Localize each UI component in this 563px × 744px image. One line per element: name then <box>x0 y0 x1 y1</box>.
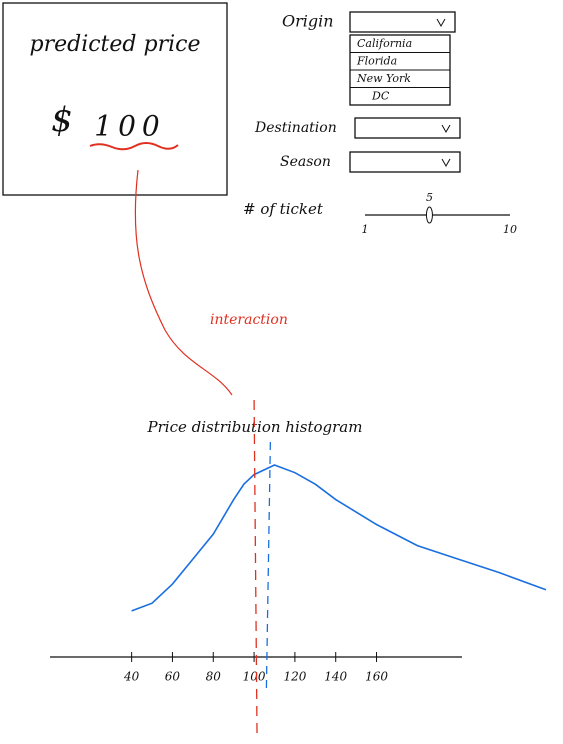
prediction-title: predicted price <box>30 32 201 57</box>
chevron <box>441 124 451 134</box>
slider-value: 5 <box>426 191 433 204</box>
x-tick-label: 100 <box>243 670 266 684</box>
prediction-box <box>2 2 228 196</box>
chart-title: Price distribution histogram <box>147 418 363 436</box>
underline <box>89 142 179 151</box>
slider-thumb[interactable] <box>425 206 433 224</box>
price: 100 <box>94 110 165 143</box>
option[interactable]: California <box>357 37 412 50</box>
option[interactable]: Florida <box>356 54 397 67</box>
slider-min: 1 <box>362 223 369 236</box>
annotation: interaction <box>210 312 288 328</box>
x-tick-label: 60 <box>165 670 181 684</box>
slider-max: 10 <box>503 223 517 236</box>
x-tick-label: 140 <box>324 670 347 684</box>
x-tick-label: 40 <box>123 670 140 684</box>
chevron <box>436 18 446 28</box>
option[interactable]: New York <box>356 72 411 85</box>
destination-label: Destination <box>254 120 337 136</box>
origin-label: Origin <box>282 12 334 31</box>
season-label: Season <box>280 154 331 170</box>
origin-select[interactable] <box>349 11 456 33</box>
season-select[interactable] <box>349 151 461 173</box>
tickets-label: # of ticket <box>243 200 324 218</box>
distribution-curve <box>131 464 547 612</box>
x-tick-label: 120 <box>283 670 306 684</box>
predicted-line <box>253 399 258 741</box>
option[interactable]: DC <box>371 89 390 102</box>
chevron <box>441 158 451 168</box>
mean-line <box>265 441 272 691</box>
interaction-link <box>134 169 233 396</box>
destination-select[interactable] <box>354 117 461 139</box>
x-tick-label: 80 <box>206 670 222 684</box>
x-tick-label: 160 <box>365 670 388 684</box>
currency: $ <box>51 100 73 140</box>
